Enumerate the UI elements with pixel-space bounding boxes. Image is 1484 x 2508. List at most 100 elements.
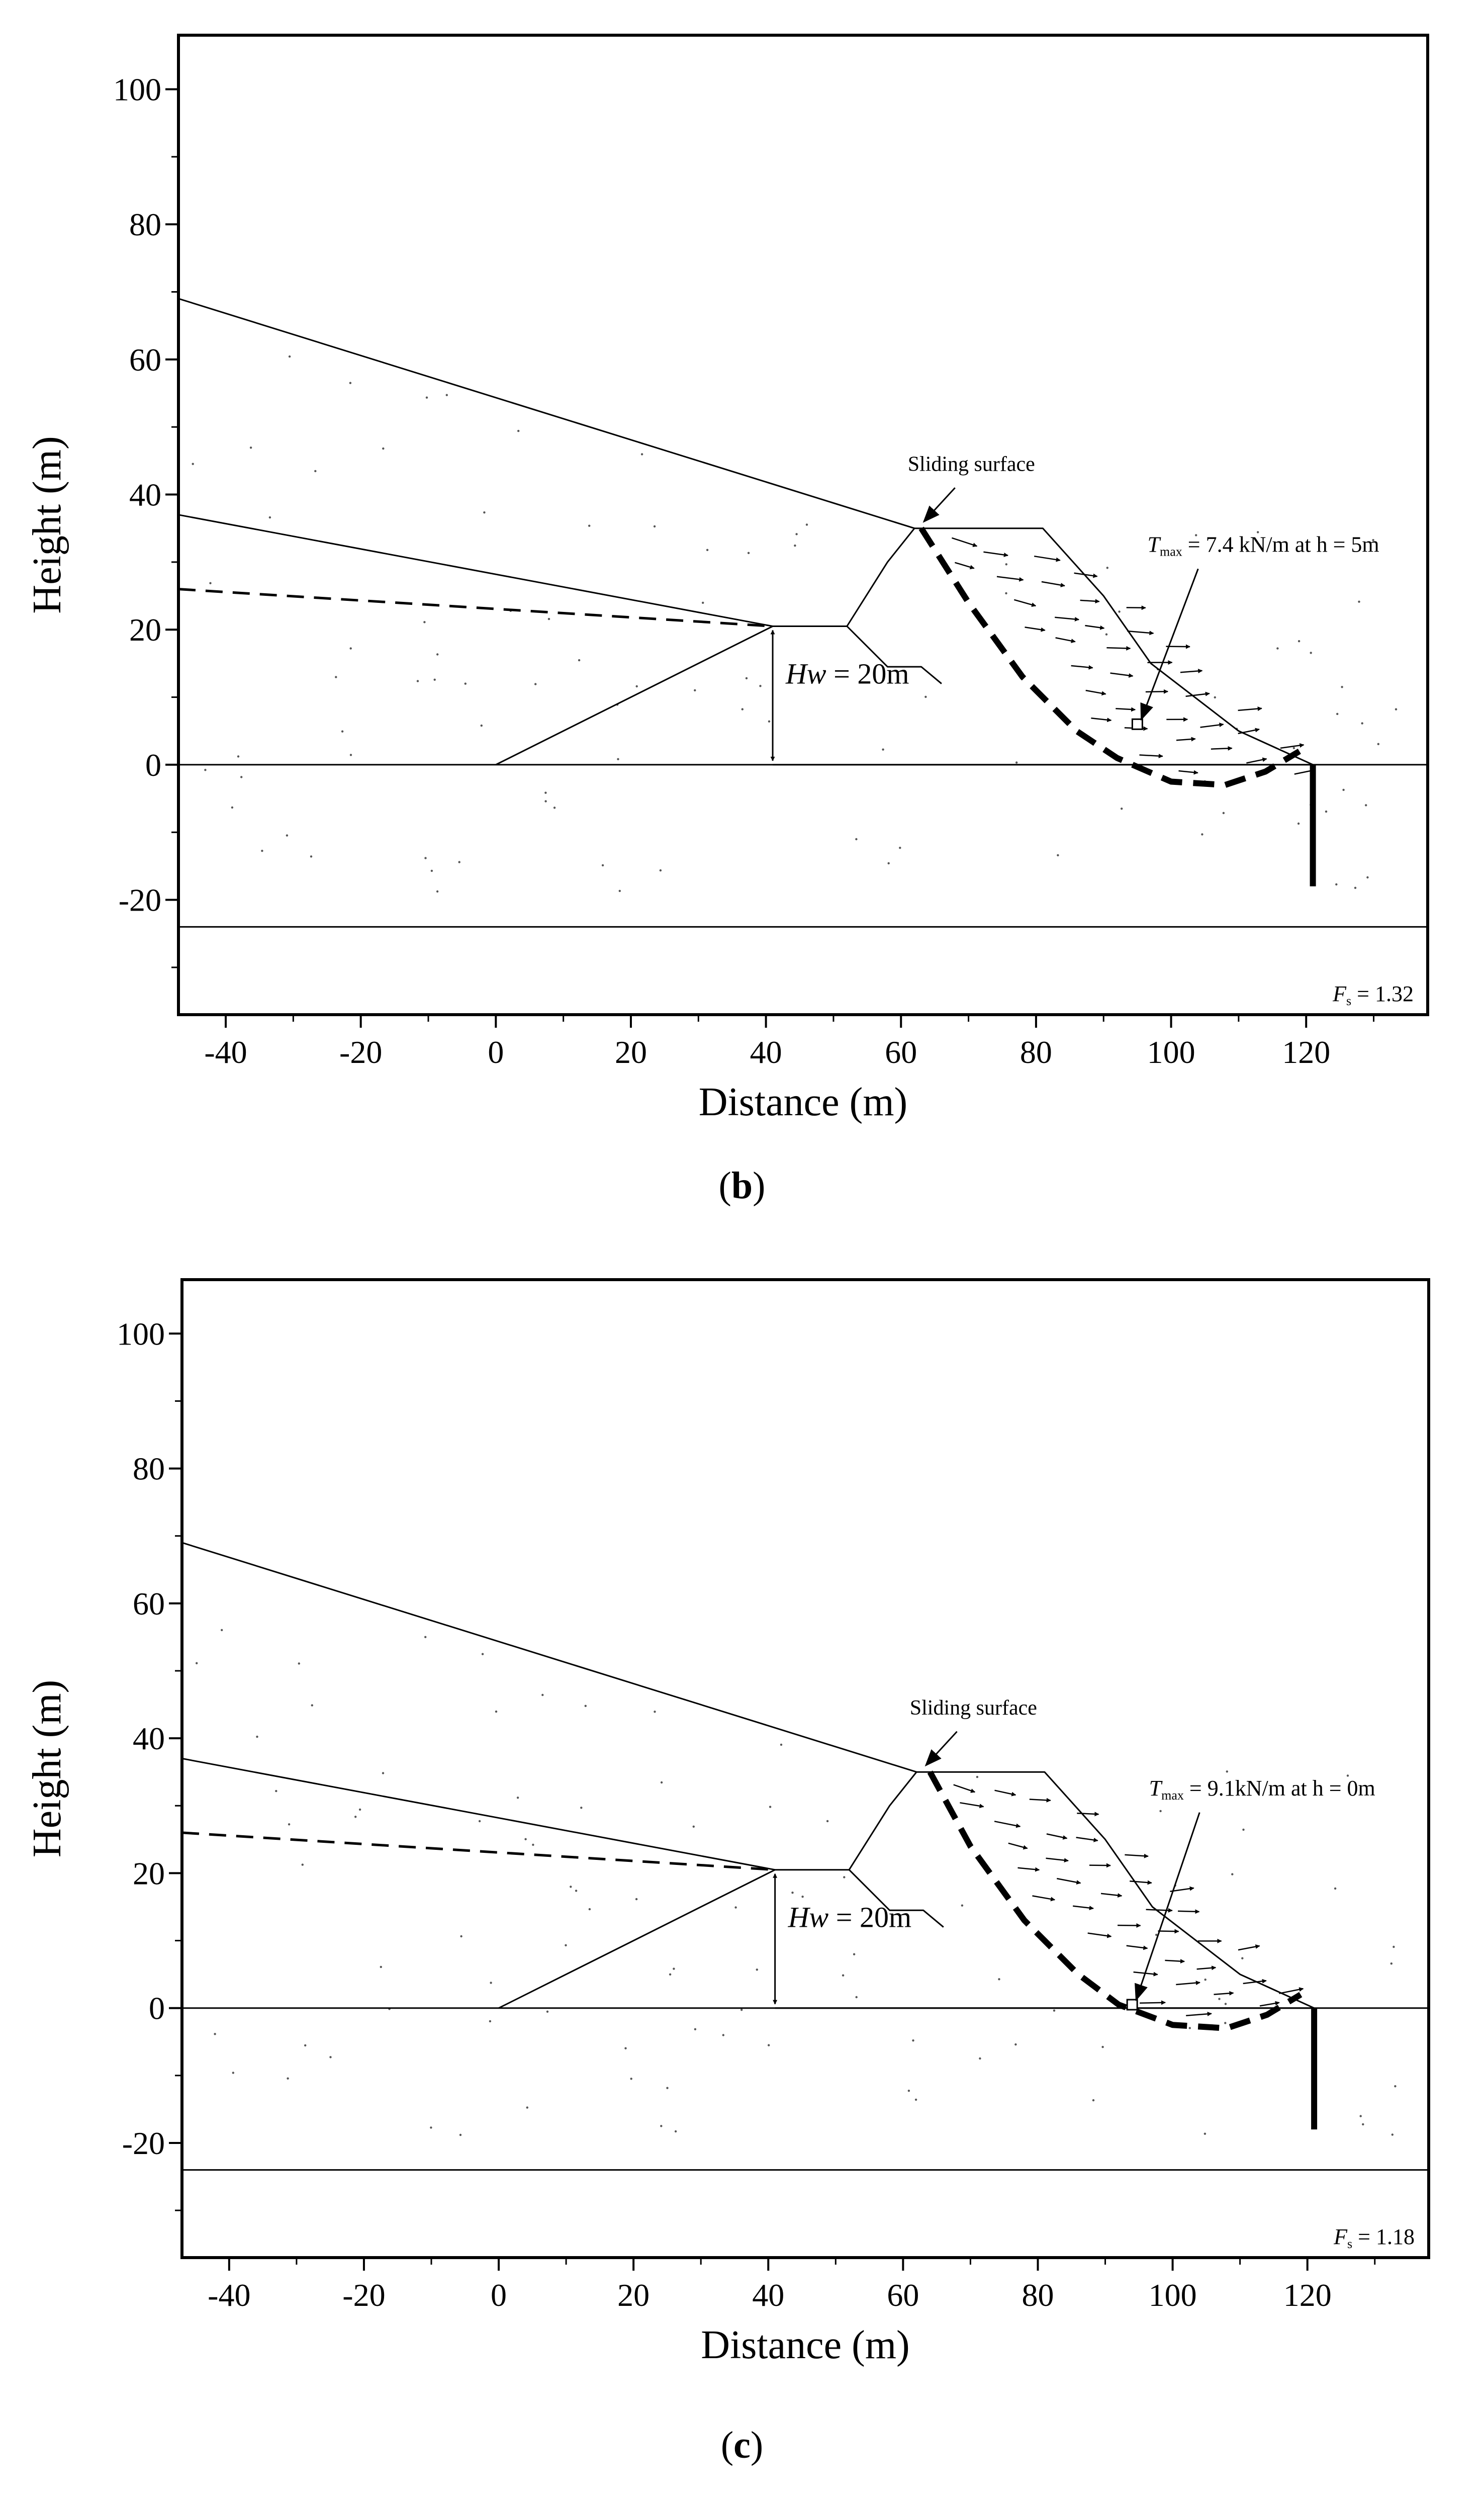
mesh-dot <box>1361 722 1363 725</box>
force-arrow <box>1118 1923 1141 1928</box>
force-arrow <box>1127 630 1154 636</box>
mesh-dot <box>580 1807 583 1809</box>
y-tick-label: 80 <box>129 207 161 242</box>
force-arrow <box>1246 757 1267 764</box>
mesh-dot <box>532 1843 534 1846</box>
tmax-marker <box>1131 718 1143 730</box>
mesh-dot <box>237 755 240 758</box>
mesh-dot <box>601 864 604 867</box>
mesh-dot <box>979 2057 981 2060</box>
mesh-dot <box>740 2009 743 2011</box>
mesh-dot <box>382 447 385 450</box>
force-arrow <box>1085 624 1105 630</box>
plot-frame <box>177 34 1429 1016</box>
mesh-dot <box>287 2077 289 2080</box>
mesh-dot <box>768 2044 770 2046</box>
force-arrow <box>1076 1837 1098 1842</box>
mesh-dot <box>1201 833 1203 836</box>
series-inner-berm <box>849 1869 944 1928</box>
series-water-table <box>181 1831 775 1871</box>
mesh-dot <box>1121 808 1123 810</box>
mesh-dot <box>1106 567 1108 569</box>
mesh-dot <box>907 2090 910 2092</box>
force-arrow <box>953 1784 976 1793</box>
sliding-surface-label: Sliding surface <box>910 1696 1037 1720</box>
mesh-dot <box>794 544 796 547</box>
force-arrow <box>1180 669 1203 674</box>
mesh-dot <box>1159 1810 1162 1813</box>
x-tick-label: 80 <box>1020 1034 1052 1070</box>
caption-c: (c) <box>720 2424 764 2466</box>
mesh-dot <box>1218 1998 1221 2000</box>
mesh-dot <box>1231 1873 1234 1875</box>
force-arrow <box>1178 1909 1200 1914</box>
mesh-dot <box>1188 2027 1191 2029</box>
x-tick-label: 40 <box>752 2277 784 2313</box>
fs-subscript: s <box>1346 994 1351 1008</box>
force-arrow <box>1196 1965 1217 1970</box>
x-axis-label: Distance (m) <box>701 2323 909 2367</box>
series-embankment-upstream <box>498 1771 1315 2009</box>
mesh-dot <box>314 470 317 473</box>
mesh-dot <box>694 2028 697 2030</box>
fs-label: Fs = 1.32 <box>1332 981 1414 1008</box>
force-arrow <box>1146 1908 1173 1913</box>
y-tick-label: 40 <box>129 477 161 513</box>
mesh-dot <box>1222 812 1225 815</box>
mesh-dot <box>286 834 289 837</box>
y-axis-label: Height (m) <box>25 436 69 613</box>
mesh-dot <box>526 2106 529 2109</box>
mesh-dot <box>618 889 621 892</box>
force-arrow <box>1279 1987 1304 1994</box>
mesh-dot <box>1224 2003 1227 2005</box>
mesh-dot <box>335 676 337 678</box>
mesh-dot <box>1005 592 1007 595</box>
force-arrow <box>1185 691 1210 697</box>
force-arrow <box>994 1821 1021 1828</box>
mesh-dot <box>458 861 460 863</box>
mesh-dot <box>1342 788 1345 791</box>
mesh-dot <box>694 689 696 692</box>
mesh-dot <box>666 2087 669 2089</box>
mesh-dot <box>635 685 638 688</box>
mesh-dot <box>1393 1945 1395 1948</box>
mesh-dot <box>702 601 704 604</box>
mesh-dot <box>275 1789 277 1793</box>
mesh-dot <box>1366 876 1369 879</box>
tmax-value: = 9.1kN/m at h = 0m <box>1184 1776 1375 1801</box>
x-tick-label: 60 <box>885 1034 917 1070</box>
mesh-dot <box>588 1908 591 1911</box>
hw-label: Hw = 20m <box>785 658 909 690</box>
mesh-dot <box>1204 1979 1207 1981</box>
tmax-arrow <box>1135 1812 1200 2002</box>
mesh-dot <box>382 1772 385 1774</box>
mesh-dot <box>570 1886 572 1888</box>
series-layer-boundary <box>178 514 773 627</box>
mesh-dot <box>349 647 352 650</box>
force-arrow <box>1008 1842 1028 1850</box>
mesh-dot <box>747 552 750 555</box>
mesh-dot <box>780 1743 783 1746</box>
force-arrow <box>1100 1893 1123 1898</box>
mesh-dot <box>464 682 467 685</box>
mesh-dot <box>1226 1770 1228 1773</box>
mesh-dot <box>1390 1962 1393 1965</box>
mesh-dot <box>1092 2099 1095 2102</box>
mesh-dot <box>481 1653 484 1655</box>
mesh-dot <box>516 1797 519 1799</box>
force-arrow <box>983 551 1008 557</box>
fs-label: Fs = 1.18 <box>1333 2224 1415 2251</box>
mesh-dot <box>380 1965 382 1968</box>
x-tick-label: 120 <box>1282 1034 1330 1070</box>
mesh-dot <box>524 1838 527 1840</box>
force-arrow <box>1259 2001 1280 2007</box>
mesh-dot <box>256 1735 258 1738</box>
force-arrow <box>1116 707 1136 712</box>
mesh-dot <box>1297 640 1301 643</box>
mesh-dots <box>196 1629 1397 2136</box>
mesh-dot <box>304 2044 307 2047</box>
mesh-dot <box>1118 610 1121 613</box>
y-tick-label: -20 <box>122 2125 165 2161</box>
x-tick-label: -20 <box>339 1034 382 1070</box>
tmax-subscript: max <box>1160 545 1182 559</box>
